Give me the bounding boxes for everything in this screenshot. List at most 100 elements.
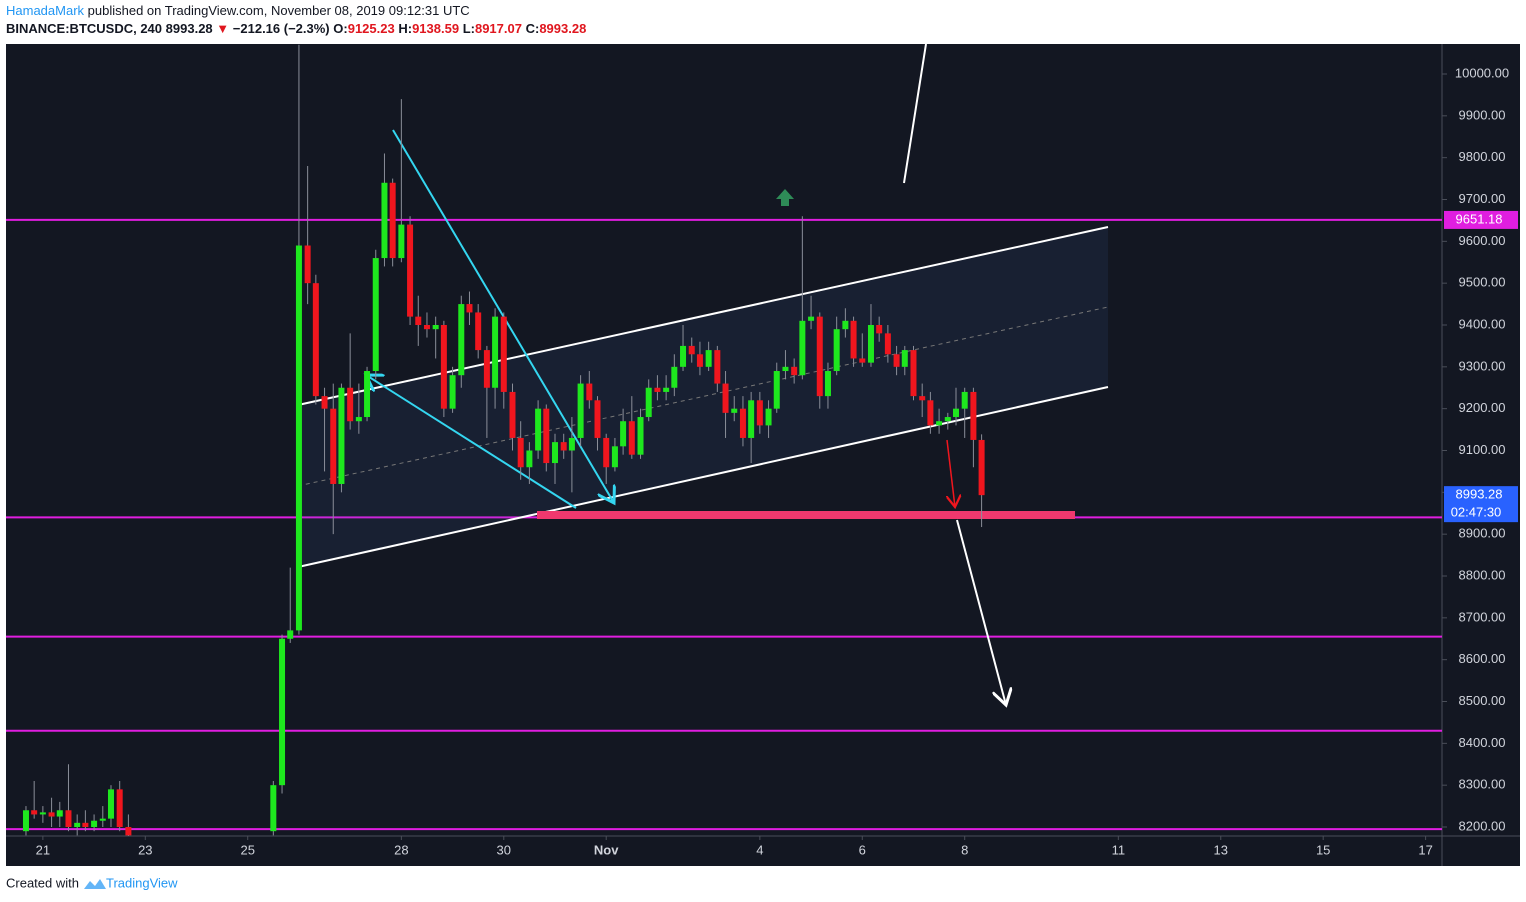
candle-body xyxy=(99,818,106,821)
candle-body xyxy=(458,304,465,376)
candle-body xyxy=(107,789,114,819)
y-tick-label: 8500.00 xyxy=(1459,693,1506,708)
o-label: O: xyxy=(333,21,347,36)
candle-body xyxy=(398,224,405,259)
candle-body xyxy=(680,345,687,367)
y-tick-label: 8600.00 xyxy=(1459,651,1506,666)
candle-body xyxy=(526,450,533,468)
candle-body xyxy=(287,630,294,639)
candle-body xyxy=(39,812,46,815)
candle-body xyxy=(714,350,721,384)
c-value: 8993.28 xyxy=(539,21,586,36)
candle-body xyxy=(125,827,132,836)
candle-body xyxy=(586,383,593,401)
o-value: 9125.23 xyxy=(348,21,395,36)
candle-body xyxy=(568,437,575,451)
x-tick-label: 11 xyxy=(1112,842,1126,857)
candle-body xyxy=(423,324,430,330)
candle-body xyxy=(842,320,849,330)
y-tick-label: 9100.00 xyxy=(1459,442,1506,457)
candle-body xyxy=(509,391,516,438)
publish-line: HamadaMark published on TradingView.com,… xyxy=(6,3,470,18)
candle-body xyxy=(927,400,934,426)
candle-body xyxy=(364,371,371,418)
candle-body xyxy=(535,408,542,451)
y-tick-label: 10000.00 xyxy=(1455,65,1509,80)
footer-created: Created with xyxy=(6,875,79,890)
level-price-box xyxy=(1444,210,1518,229)
y-tick-label: 9800.00 xyxy=(1459,149,1506,164)
footer-brand[interactable]: TradingView xyxy=(106,875,178,890)
candle-body xyxy=(372,258,379,372)
last-price-label: 8993.28 xyxy=(1456,487,1503,502)
l-label: L: xyxy=(463,21,475,36)
cyan-arrow xyxy=(366,375,577,509)
candle-body xyxy=(466,304,473,313)
last-price: 8993.28 xyxy=(166,21,213,36)
candle-body xyxy=(543,408,550,464)
x-tick-label: 17 xyxy=(1418,842,1432,857)
author[interactable]: HamadaMark xyxy=(6,3,85,18)
candle-body xyxy=(850,320,857,359)
red-arrow xyxy=(947,439,955,507)
candle-body xyxy=(381,182,388,259)
candle-body xyxy=(901,350,908,367)
candle-body xyxy=(500,316,507,392)
candle-body xyxy=(82,822,89,828)
candle-body xyxy=(312,283,319,397)
candle-body xyxy=(295,245,302,631)
channel-fill xyxy=(298,227,1108,567)
candle-body xyxy=(56,810,63,817)
chart-background xyxy=(6,44,1520,866)
candle-body xyxy=(321,396,328,409)
y-tick-label: 8200.00 xyxy=(1459,818,1506,833)
candle-body xyxy=(407,224,414,317)
candle-body xyxy=(688,345,695,355)
candle-body xyxy=(859,358,866,363)
candle-body xyxy=(594,400,601,438)
x-tick-label: 23 xyxy=(138,842,152,857)
candle-body xyxy=(31,810,38,815)
x-tick-label: 6 xyxy=(859,842,866,857)
x-tick-label: 13 xyxy=(1214,842,1228,857)
last-price-box xyxy=(1444,486,1518,523)
x-tick-label: Nov xyxy=(594,842,619,857)
candle-body xyxy=(944,417,951,422)
candle-body xyxy=(270,785,277,832)
c-label: C: xyxy=(526,21,540,36)
candle-body xyxy=(611,446,618,468)
countdown-label: 02:47:30 xyxy=(1451,505,1502,520)
candle-body xyxy=(696,354,703,367)
candle-body xyxy=(628,421,635,455)
candle-body xyxy=(440,324,447,409)
x-tick-label: 15 xyxy=(1316,842,1330,857)
y-tick-label: 8700.00 xyxy=(1459,609,1506,624)
candle-body xyxy=(773,371,780,409)
candle-body xyxy=(91,820,98,828)
x-tick-label: 4 xyxy=(756,842,763,857)
candle-body xyxy=(645,387,652,418)
y-tick-label: 9600.00 xyxy=(1459,233,1506,248)
y-tick-label: 8400.00 xyxy=(1459,735,1506,750)
candle-body xyxy=(748,400,755,438)
candle-body xyxy=(833,329,840,372)
l-value: 8917.07 xyxy=(475,21,522,36)
footer-logo xyxy=(84,879,106,889)
white-arrow xyxy=(956,519,1006,705)
x-tick-label: 30 xyxy=(497,842,511,857)
y-tick-label: 9200.00 xyxy=(1459,400,1506,415)
candle-body xyxy=(74,822,81,828)
candle-body xyxy=(791,366,798,376)
candle-body xyxy=(816,316,823,397)
candle-body xyxy=(492,316,499,388)
published: published on TradingView.com, November 0… xyxy=(84,3,470,18)
channel-top xyxy=(297,226,1109,406)
candle-body xyxy=(475,312,482,351)
candle-body xyxy=(65,810,72,828)
candle-body xyxy=(867,324,874,363)
candle-body xyxy=(961,391,968,409)
candle-body xyxy=(799,320,806,376)
footer-background xyxy=(0,866,1526,902)
